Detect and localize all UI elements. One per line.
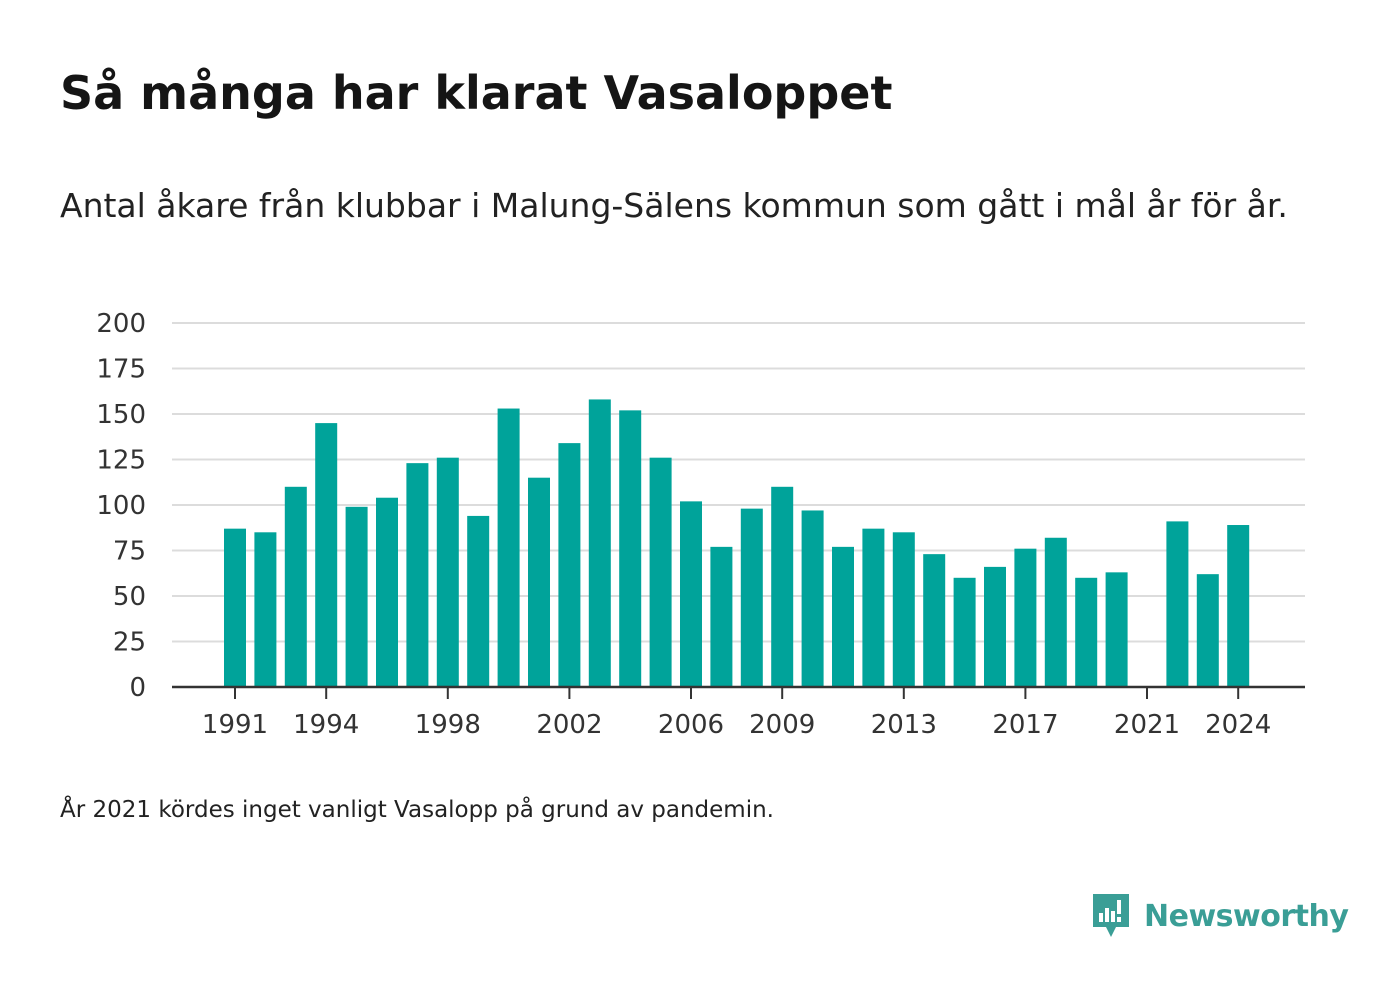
x-tick-label-2024: 2024	[1205, 710, 1271, 740]
y-tick-label-150: 150	[96, 400, 146, 430]
bar-2016	[984, 566, 1006, 687]
bar-2023	[1196, 574, 1219, 687]
bar-2012	[862, 528, 885, 687]
y-tick-label-50: 50	[113, 582, 146, 612]
bar-2006	[680, 501, 702, 687]
bar-2022	[1166, 521, 1189, 687]
bar-2011	[832, 546, 854, 687]
y-tick-label-200: 200	[96, 309, 146, 339]
chart-subtitle: Antal åkare från klubbar i Malung-Sälens…	[60, 186, 1288, 225]
chart-title: Så många har klarat Vasaloppet	[60, 66, 893, 120]
bar-2024	[1227, 525, 1250, 687]
bar-2015	[953, 577, 976, 687]
y-tick-label-75: 75	[113, 537, 146, 567]
bar-1998	[436, 457, 459, 687]
bar-2000	[497, 408, 520, 687]
x-tick-label-1998: 1998	[415, 710, 481, 740]
bar-2009	[771, 486, 794, 687]
bar-2018	[1044, 537, 1067, 687]
brand-name: Newsworthy	[1144, 898, 1349, 934]
bar-1996	[376, 497, 398, 687]
bar-2001	[528, 477, 550, 687]
x-axis-ticks: 1991 1994 1998 2002 2006 2009 2013 2017 2021 2024	[202, 687, 1271, 740]
bar-2013	[892, 532, 915, 687]
bar-2003	[588, 399, 611, 687]
x-tick-label-2021: 2021	[1114, 710, 1180, 740]
x-tick-label-2009: 2009	[749, 710, 815, 740]
x-tick-label-1991: 1991	[202, 710, 268, 740]
bar-2017	[1014, 548, 1037, 687]
bar-1994	[315, 423, 338, 687]
y-tick-label-0: 0	[129, 673, 146, 703]
bar-2019	[1075, 577, 1098, 687]
x-tick-label-1994: 1994	[293, 710, 359, 740]
bar-2007	[710, 546, 733, 687]
x-tick-label-2002: 2002	[536, 710, 602, 740]
bar-1992	[254, 532, 277, 687]
bar-2010	[801, 510, 824, 687]
bar-2008	[740, 508, 763, 687]
bar-2004	[619, 410, 642, 687]
newsworthy-logo-icon	[1093, 894, 1129, 937]
bar-1993	[284, 486, 307, 687]
bar-2005	[649, 457, 672, 687]
bars	[224, 399, 1250, 687]
y-axis-ticks: 0 25 50 75 100 125 150 175 200	[96, 309, 146, 703]
bar-2014	[923, 554, 946, 687]
y-tick-label-25: 25	[113, 628, 146, 658]
bar-1995	[345, 506, 368, 687]
bar-2002	[558, 443, 581, 687]
grid-lines	[172, 322, 1305, 643]
bar-1997	[406, 463, 429, 687]
footnote: År 2021 kördes inget vanligt Vasalopp på…	[60, 797, 774, 823]
bar-1999	[467, 515, 490, 687]
x-tick-label-2013: 2013	[871, 710, 937, 740]
x-tick-label-2017: 2017	[992, 710, 1058, 740]
bar-1991	[224, 528, 246, 687]
y-tick-label-175: 175	[96, 355, 146, 385]
bar-2020	[1105, 572, 1128, 687]
y-tick-label-100: 100	[96, 491, 146, 521]
brand-logo: Newsworthy	[1090, 888, 1349, 944]
x-tick-label-2006: 2006	[658, 710, 724, 740]
y-tick-label-125: 125	[96, 446, 146, 476]
